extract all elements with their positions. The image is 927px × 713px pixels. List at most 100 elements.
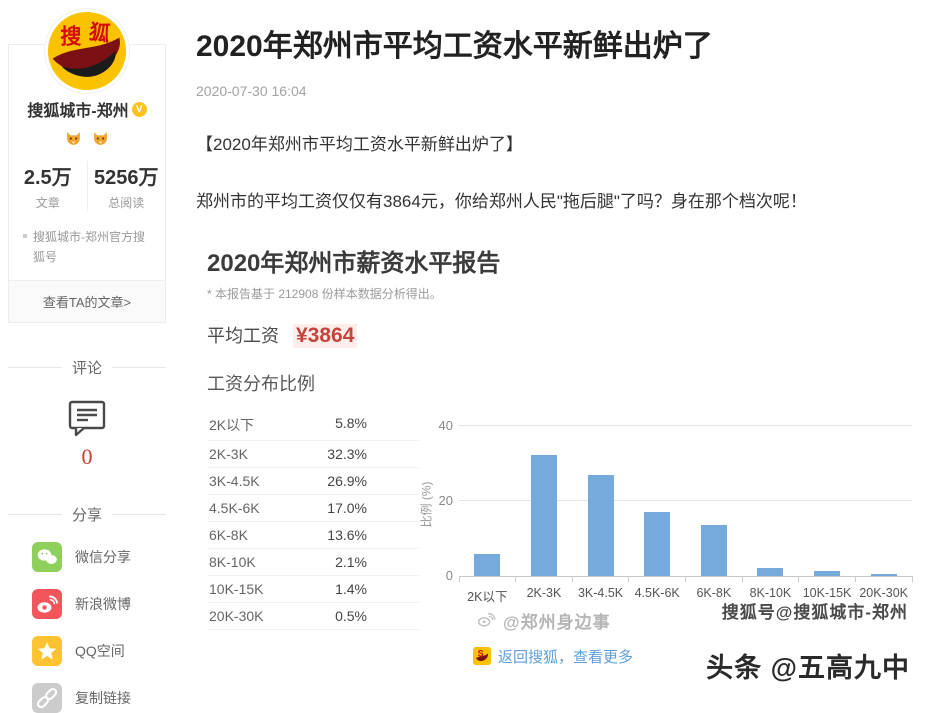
stat-label: 总阅读 bbox=[108, 196, 145, 210]
share-item-weibo[interactable]: 新浪微博 bbox=[32, 588, 166, 619]
salary-range: 10K-15K bbox=[209, 580, 264, 597]
x-tick-label: 2K-3K bbox=[526, 585, 562, 600]
salary-range: 2K以下 bbox=[209, 416, 255, 433]
bar-slot bbox=[855, 426, 913, 582]
bars bbox=[459, 426, 913, 582]
x-tick-label: 10K-15K bbox=[802, 585, 852, 600]
article-paragraph: 【2020年郑州市平均工资水平新鲜出炉了】 bbox=[196, 134, 523, 154]
article-paragraph: 郑州市的平均工资仅仅有3864元，你给郑州人民"拖后腿"了吗？身在那个档次呢！ bbox=[196, 191, 807, 211]
sohu-mini-icon: S bbox=[473, 647, 491, 666]
salary-percent: 17.0% bbox=[327, 499, 367, 516]
weibo-icon bbox=[32, 588, 62, 619]
x-tick-label: 6K-8K bbox=[696, 585, 732, 600]
stat-value: 2.5万 bbox=[23, 167, 72, 189]
bar-slot bbox=[799, 426, 856, 582]
sidebar: 搜 狐 搜狐城市-郑州 V 2.5万 文章 5256万 总阅读 搜狐城市-郑州官方搜狐… bbox=[8, 0, 167, 713]
bar-slot bbox=[572, 426, 629, 582]
bullet-icon bbox=[23, 234, 27, 238]
article: 2020年郑州市平均工资水平新鲜出炉了 2020-07-30 16:04 【20… bbox=[196, 28, 913, 685]
salary-percent: 5.8% bbox=[335, 414, 367, 431]
weibo-watermark: @郑州身边事 bbox=[475, 608, 611, 633]
svg-text:搜: 搜 bbox=[60, 24, 81, 48]
comment-count[interactable]: 0 bbox=[81, 443, 93, 469]
y-tick-label: 40 bbox=[438, 417, 453, 433]
account-name[interactable]: 搜狐城市-郑州 bbox=[27, 103, 129, 120]
bar-slot bbox=[516, 426, 573, 582]
stat-value: 5256万 bbox=[94, 167, 159, 189]
table-row: 8K-10K 2.1% bbox=[207, 549, 419, 576]
table-row: 3K-4.5K 26.9% bbox=[207, 468, 419, 495]
fox-medal-icon bbox=[94, 132, 107, 145]
sohu-logo-avatar[interactable]: 搜 狐 bbox=[45, 9, 129, 93]
share-item-label: 微信分享 bbox=[75, 548, 131, 565]
salary-report-image: 2020年郑州市薪资水平报告 * 本报告基于 212908 份样本数据分析得出。… bbox=[196, 243, 913, 685]
y-tick-label: 0 bbox=[445, 567, 453, 583]
bar-3K-4.5K bbox=[587, 475, 614, 576]
view-articles-link[interactable]: 查看TA的文章> bbox=[9, 279, 165, 322]
distribution-heading: 工资分布比例 bbox=[207, 373, 315, 394]
share-item-qzone[interactable]: QQ空间 bbox=[32, 635, 166, 666]
table-row: 2K-3K 32.3% bbox=[207, 441, 419, 468]
bar-slot bbox=[459, 426, 516, 582]
salary-percent: 13.6% bbox=[327, 526, 367, 543]
share-item-wechat[interactable]: 微信分享 bbox=[32, 541, 166, 572]
share-section: 分享 微信分享 新浪微博 QQ空间 复制链接 bbox=[8, 504, 167, 713]
table-row: 20K-30K 0.5% bbox=[207, 603, 419, 630]
stat-label: 文章 bbox=[35, 196, 60, 210]
y-tick-label: 20 bbox=[438, 492, 453, 508]
gridline bbox=[459, 424, 912, 426]
comment-bubble-icon[interactable] bbox=[64, 394, 110, 440]
copylink-icon bbox=[32, 682, 62, 713]
bar-chart: 比例 (%) 0 20 40 2K以下 2K-3K 3K-4.5K 4.5K-6K 6K-8… bbox=[419, 410, 913, 630]
account-description: 搜狐城市-郑州官方搜狐号 bbox=[23, 227, 153, 268]
account-stats: 2.5万 文章 5256万 总阅读 bbox=[9, 161, 165, 211]
salary-range: 4.5K-6K bbox=[209, 499, 260, 516]
distribution-table: 2K以下 5.8% 2K-3K 32.3% 3K-4.5K 26.9% 4.5K-6K 17.… bbox=[207, 410, 419, 630]
bar-20K-30K bbox=[870, 574, 897, 576]
bar-8K-10K bbox=[757, 568, 784, 576]
table-row: 10K-15K 1.4% bbox=[207, 576, 419, 603]
wechat-icon bbox=[32, 541, 62, 572]
account-medals bbox=[9, 130, 165, 147]
table-row: 4.5K-6K 17.0% bbox=[207, 495, 419, 522]
weibo-watermark-icon bbox=[477, 613, 496, 627]
salary-range: 20K-30K bbox=[209, 607, 264, 624]
x-tick-label: 3K-4.5K bbox=[577, 585, 624, 600]
salary-percent: 26.9% bbox=[327, 472, 367, 489]
back-to-sohu-link[interactable]: S 返回搜狐，查看更多 bbox=[473, 646, 633, 667]
bar-4.5K-6K bbox=[644, 512, 671, 576]
gridline bbox=[459, 499, 912, 501]
comments-heading: 评论 bbox=[8, 357, 167, 378]
salary-range: 2K-3K bbox=[209, 445, 248, 462]
salary-percent: 0.5% bbox=[335, 607, 367, 624]
sohu-watermark: 搜狐号@搜狐城市-郑州 bbox=[721, 602, 908, 622]
x-tick-label: 4.5K-6K bbox=[634, 585, 680, 600]
salary-percent: 1.4% bbox=[335, 580, 367, 597]
salary-percent: 32.3% bbox=[327, 445, 367, 462]
publish-date: 2020-07-30 16:04 bbox=[196, 82, 307, 99]
fox-medal-icon bbox=[67, 132, 80, 145]
report-note: * 本报告基于 212908 份样本数据分析得出。 bbox=[207, 286, 442, 301]
toutiao-watermark: 头条 @五高九中 bbox=[706, 652, 910, 683]
salary-range: 3K-4.5K bbox=[209, 472, 260, 489]
verified-badge-icon: V bbox=[131, 101, 147, 117]
share-item-label: 新浪微博 bbox=[75, 595, 131, 612]
back-link-text[interactable]: 返回搜狐，查看更多 bbox=[498, 648, 634, 666]
chart-plot: 0 20 40 bbox=[439, 418, 913, 583]
bar-10K-15K bbox=[814, 570, 841, 576]
salary-range: 8K-10K bbox=[209, 553, 256, 570]
stat-total-reads: 5256万总阅读 bbox=[86, 161, 166, 211]
average-salary-label: 平均工资 bbox=[207, 325, 279, 346]
stat-articles: 2.5万文章 bbox=[9, 161, 87, 211]
qzone-icon bbox=[32, 635, 62, 666]
table-row: 2K以下 5.8% bbox=[207, 410, 419, 441]
share-item-copylink[interactable]: 复制链接 bbox=[32, 682, 166, 713]
bar-slot bbox=[686, 426, 743, 582]
bar-slot bbox=[629, 426, 686, 582]
bar-slot bbox=[742, 426, 799, 582]
article-footer: S 返回搜狐，查看更多 头条 @五高九中 bbox=[207, 646, 912, 685]
x-tick-label: 8K-10K bbox=[749, 585, 792, 600]
bar-6K-8K bbox=[700, 524, 727, 576]
share-item-label: 复制链接 bbox=[75, 689, 131, 706]
salary-range: 6K-8K bbox=[209, 526, 248, 543]
